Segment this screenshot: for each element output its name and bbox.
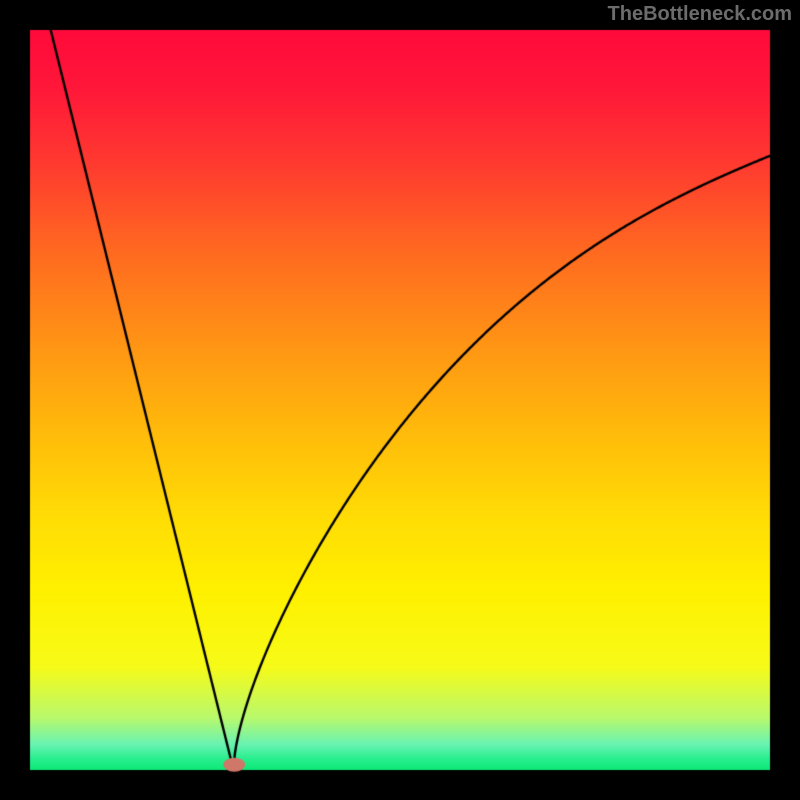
watermark-text: TheBottleneck.com [608, 3, 792, 26]
chart-stage: TheBottleneck.com [0, 0, 800, 800]
bottleneck-chart-canvas [0, 0, 800, 800]
